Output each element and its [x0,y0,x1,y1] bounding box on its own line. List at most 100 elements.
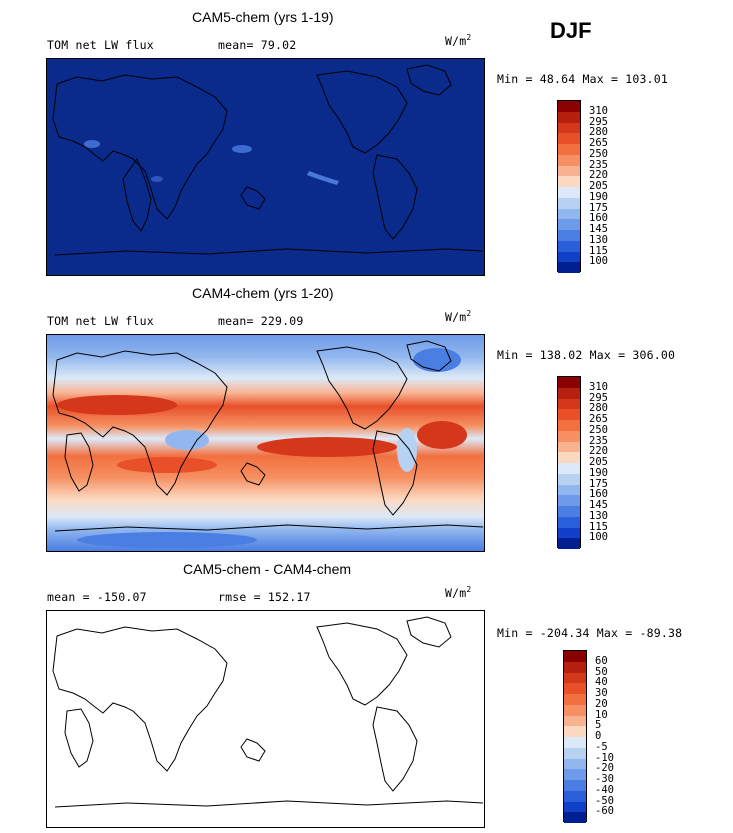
colorbar-swatch [558,452,580,463]
panel-3-units-label: W/m2 [445,585,472,600]
panel-2-colorbar-swatches [557,376,581,549]
panel-2-map [46,334,485,552]
colorbar-tick-label: 175 [589,201,608,214]
colorbar-tick-label: 265 [589,413,608,425]
colorbar-tick-label: 130 [589,509,608,522]
panel-2-minmax-label: Min = 138.02 Max = 306.00 [497,348,676,362]
colorbar-tick-label: 40 [595,676,608,689]
colorbar-tick-label: 310 [589,104,608,117]
colorbar-swatch [558,219,580,230]
colorbar-swatch [558,538,580,549]
colorbar-tick-label: 205 [589,456,608,468]
colorbar-swatch [558,398,580,410]
colorbar-tick-label: -30 [595,773,614,785]
colorbar-tick-label: 30 [595,687,608,699]
panel-3-rmse-label: rmse = 152.17 [218,590,311,604]
colorbar-swatch [558,409,580,420]
colorbar-swatch [564,812,586,823]
colorbar-tick-label: -5 [595,740,608,753]
colorbar-tick-label: 295 [589,391,608,404]
panel-2-title: CAM4-chem (yrs 1-20) [192,285,334,301]
colorbar-tick-label: 160 [589,488,608,501]
colorbar-tick-label: 190 [589,466,608,479]
colorbar-swatch [558,111,580,123]
panel-3-map [46,610,485,828]
colorbar-swatch [558,516,580,528]
colorbar-swatch [558,495,580,506]
colorbar-tick-label: 250 [589,423,608,436]
panel-3-colorbar-swatches [563,650,587,823]
panel-1-map-svg [52,64,484,256]
panel-1-colorbar-swatches [557,100,581,273]
colorbar-swatch [564,651,586,662]
panel-2-units-label: W/m2 [445,309,472,324]
panel-1-mean-label: mean= 79.02 [218,38,297,52]
colorbar-tick-label: 250 [589,147,608,160]
colorbar-tick-label: 175 [589,477,608,490]
colorbar-swatch [558,430,580,442]
panel-3-map-svg [52,616,484,808]
colorbar-swatch [558,122,580,134]
panel-1-variable-label: TOM net LW flux [47,38,154,52]
panel-2-mean-label: mean= 229.09 [218,314,304,328]
colorbar-tick-label: -10 [595,751,614,764]
colorbar-swatch [564,758,586,770]
colorbar-tick-label: 205 [589,180,608,192]
colorbar-tick-label: 235 [589,158,608,171]
colorbar-swatch [558,506,580,517]
colorbar-swatch [558,527,580,539]
panel-3-minmax-label: Min = -204.34 Max = -89.38 [497,626,683,640]
colorbar-tick-label: -60 [595,805,614,818]
colorbar-tick-label: 160 [589,212,608,225]
colorbar-swatch [564,769,586,780]
panel-1-map [46,58,485,276]
colorbar-swatch [558,262,580,273]
colorbar-swatch [564,780,586,791]
colorbar-tick-label: 265 [589,137,608,149]
colorbar-tick-label: 5 [595,719,602,732]
colorbar-swatch [558,420,580,431]
panel-1-minmax-label: Min = 48.64 Max = 103.01 [497,72,668,86]
colorbar-tick-label: 310 [589,380,608,393]
colorbar-swatch [558,208,580,220]
colorbar-tick-label: 220 [589,169,608,182]
colorbar-swatch [564,790,586,802]
colorbar-tick-label: 235 [589,434,608,447]
colorbar-tick-label: 145 [589,223,608,235]
colorbar-swatch [564,672,586,684]
colorbar-tick-label: 60 [595,654,608,667]
colorbar-swatch [558,441,580,453]
season-label: DJF [550,18,592,43]
colorbar-swatch [558,230,580,241]
colorbar-tick-label: 145 [589,499,608,511]
colorbar-tick-label: -50 [595,794,614,807]
colorbar-tick-label: 220 [589,445,608,458]
colorbar-tick-label: 115 [589,244,608,257]
colorbar-tick-label: 10 [595,708,608,721]
colorbar-swatch [564,801,586,813]
colorbar-tick-label: 0 [595,730,602,742]
colorbar-swatch [558,187,580,198]
colorbar-tick-label: 20 [595,697,608,710]
colorbar-tick-label: 190 [589,190,608,203]
colorbar-swatch [558,154,580,166]
colorbar-swatch [564,715,586,727]
colorbar-swatch [564,737,586,748]
colorbar-swatch [558,176,580,187]
colorbar-swatch [564,704,586,716]
colorbar-swatch [558,101,580,112]
panel-1-units-label: W/m2 [445,33,472,48]
colorbar-swatch [564,747,586,759]
panel-3-mean-label: mean = -150.07 [47,590,147,604]
colorbar-tick-label: 100 [589,255,608,268]
colorbar-tick-label: -20 [595,762,614,775]
colorbar-tick-label: -40 [595,783,614,796]
colorbar-swatch [558,377,580,388]
colorbar-swatch [558,387,580,399]
colorbar-tick-label: 280 [589,126,608,139]
colorbar-swatch [564,661,586,673]
colorbar-swatch [564,726,586,737]
colorbar-swatch [564,683,586,694]
panel-2-variable-label: TOM net LW flux [47,314,154,328]
panel-2-map-svg [47,335,484,551]
